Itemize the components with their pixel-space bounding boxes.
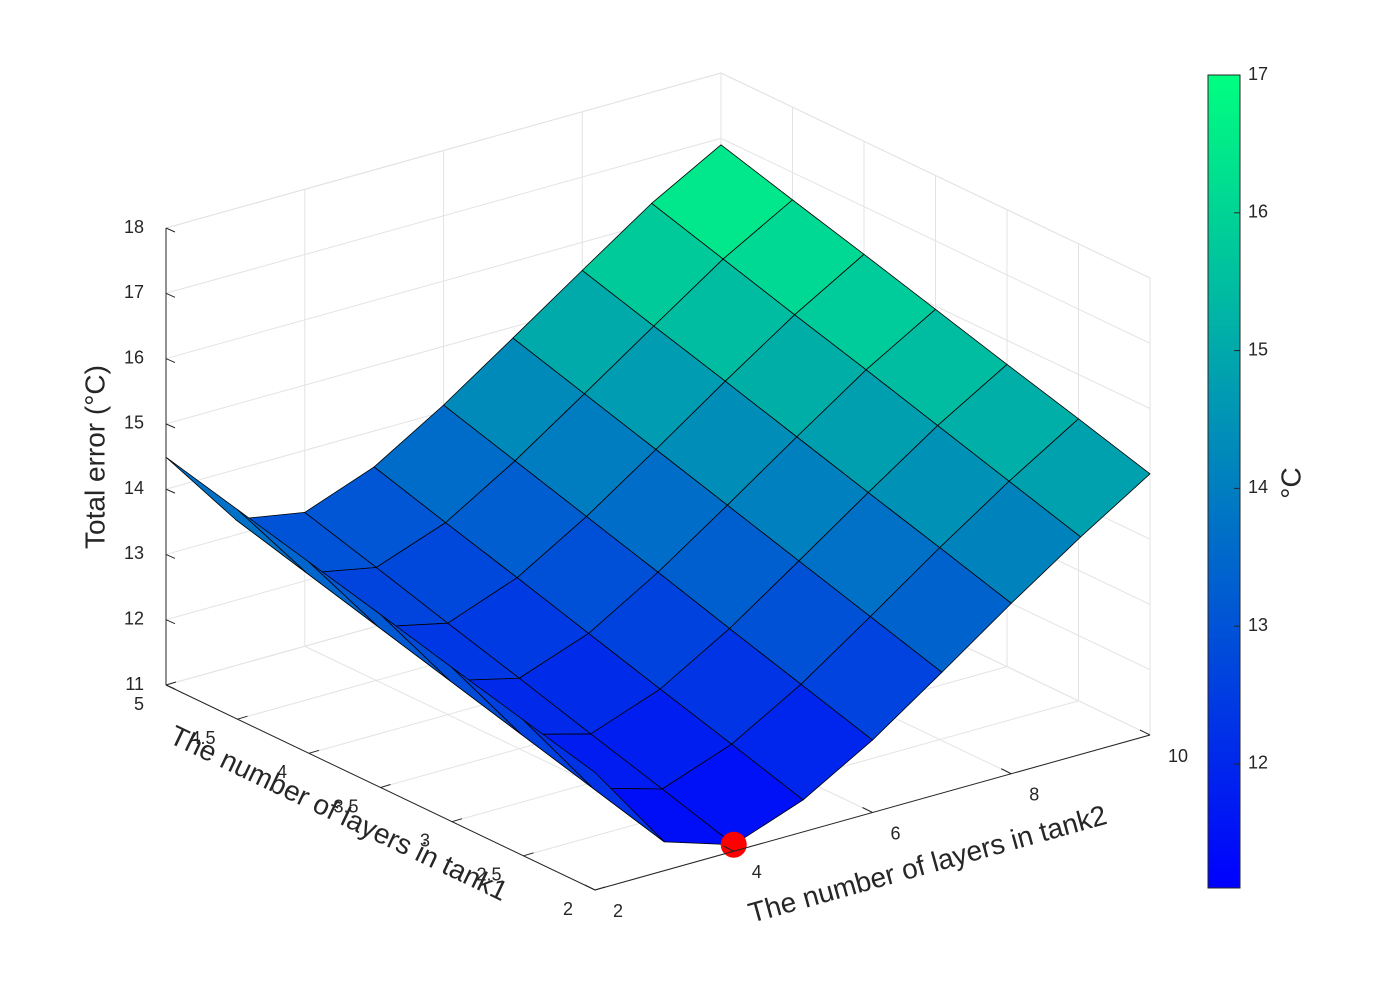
x-tick — [1001, 768, 1012, 775]
x-axis-label: The number of layers in tank2 — [745, 799, 1110, 928]
x-tick — [723, 845, 734, 852]
z-tick-label: 13 — [124, 543, 144, 563]
y-tick-label: 3 — [420, 830, 430, 850]
z-tick — [165, 619, 176, 625]
y-tick-label: 5 — [134, 694, 144, 714]
z-axis-label: Total error (°C) — [79, 365, 110, 549]
y-tick — [523, 852, 534, 857]
surface-patch — [523, 719, 665, 843]
z-tick — [165, 423, 176, 429]
y-tick — [237, 715, 248, 720]
z-tick — [165, 358, 176, 364]
z-tick-label: 15 — [124, 413, 144, 433]
colorbar-tick-label: 14 — [1248, 477, 1268, 497]
x-tick — [1139, 729, 1151, 736]
z-tick — [165, 227, 176, 233]
grid-line — [165, 137, 722, 294]
x-tick-label: 8 — [1029, 785, 1039, 805]
x-tick-label: 10 — [1168, 746, 1188, 766]
y-tick — [380, 784, 391, 788]
z-tick — [165, 488, 176, 494]
grid-line — [720, 137, 1151, 344]
z-tick — [165, 684, 176, 690]
y-tick — [594, 886, 606, 891]
z-tick — [165, 553, 176, 559]
z-tick-label: 14 — [124, 478, 144, 498]
colorbar-tick-label: 12 — [1248, 753, 1268, 773]
y-tick — [165, 681, 177, 686]
y-tick-label: 4 — [277, 762, 287, 782]
colorbar — [1207, 74, 1241, 889]
y-tick — [451, 818, 463, 823]
z-tick-label: 16 — [124, 347, 144, 367]
y-tick-label: 3.5 — [333, 796, 358, 816]
x-tick-label: 4 — [752, 862, 762, 882]
x-tick — [862, 807, 873, 813]
x-tick — [584, 884, 596, 891]
colorbar-tick-label: 17 — [1248, 64, 1268, 84]
x-tick-label: 2 — [613, 901, 623, 921]
minimum-marker — [720, 831, 747, 858]
box-edge — [720, 72, 1151, 279]
z-tick-label: 18 — [124, 217, 144, 237]
colorbar-tick-label: 16 — [1248, 202, 1268, 222]
y-tick-label: 2.5 — [476, 865, 501, 885]
colorbar-tick-label: 13 — [1248, 615, 1268, 635]
x-tick-label: 6 — [891, 823, 901, 843]
z-tick-label: 17 — [124, 282, 144, 302]
box-edge — [165, 72, 722, 229]
colorbar-tick-label: 15 — [1248, 339, 1268, 359]
colorbar-label: °C — [1275, 467, 1306, 498]
y-tick-label: 4.5 — [190, 728, 215, 748]
z-tick — [165, 292, 176, 298]
y-tick — [308, 749, 320, 754]
y-tick-label: 2 — [563, 899, 573, 919]
z-tick-label: 12 — [124, 608, 144, 628]
z-tick-label: 11 — [125, 674, 144, 694]
